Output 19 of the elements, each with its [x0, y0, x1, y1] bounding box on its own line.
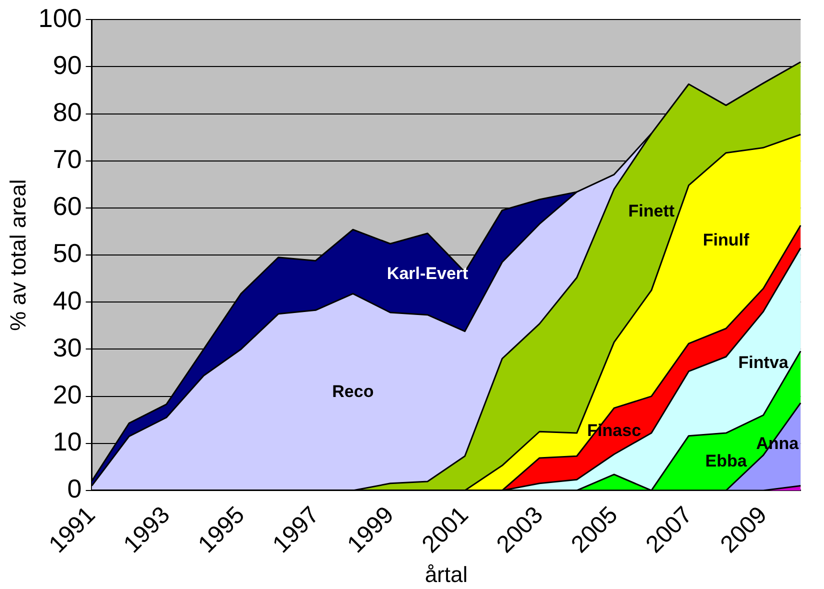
- y-tick-label: 30: [52, 332, 82, 362]
- y-tick-label: 20: [52, 379, 82, 410]
- series-label: Reco: [332, 382, 374, 401]
- y-tick-label: 90: [52, 50, 82, 80]
- y-tick-label: 10: [52, 426, 82, 457]
- series-label: Ebba: [705, 451, 748, 470]
- series-label: Finett: [628, 202, 675, 221]
- series-label: Fintva: [738, 353, 789, 372]
- x-axis-title: årtal: [424, 562, 468, 587]
- y-axis-title: % av total areal: [5, 179, 30, 331]
- y-tick-label: 100: [38, 2, 82, 33]
- y-tick-label: 50: [52, 238, 82, 268]
- y-tick-label: 40: [52, 285, 82, 316]
- y-tick-label: 80: [52, 96, 82, 127]
- y-tick-label: 60: [52, 191, 82, 222]
- y-tick-label: 0: [67, 474, 82, 504]
- series-label: Karl-Evert: [386, 264, 469, 283]
- series-label: Finulf: [702, 230, 750, 250]
- y-tick-label: 70: [52, 144, 82, 174]
